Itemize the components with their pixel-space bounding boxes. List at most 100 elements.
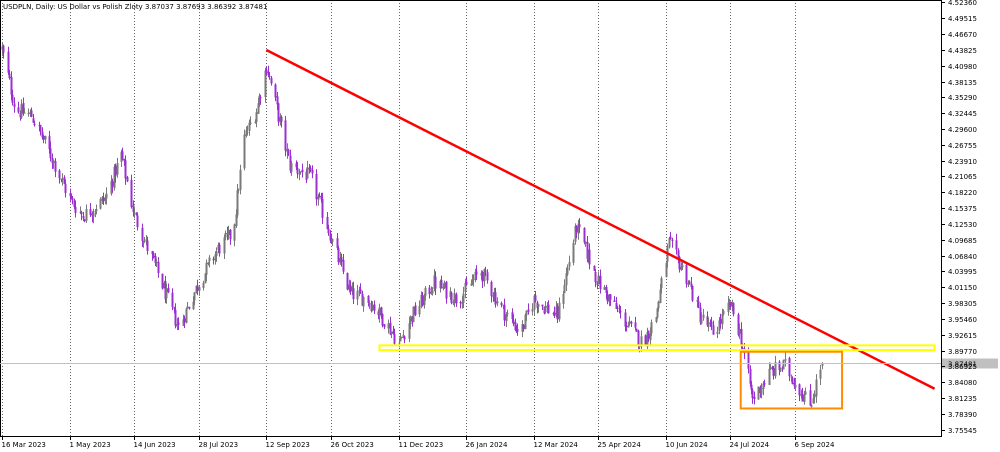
candle: [434, 271, 437, 296]
candle: [373, 300, 376, 314]
candle: [239, 164, 242, 195]
candle-body: [697, 301, 700, 308]
candle: [603, 285, 606, 291]
candle: [383, 324, 386, 330]
y-tick-label: 4.09685: [948, 237, 977, 245]
candle-body: [223, 237, 226, 254]
candle: [809, 383, 812, 407]
y-tick-label: 4.21065: [948, 173, 977, 181]
candle: [39, 124, 42, 136]
candle: [161, 273, 164, 290]
candle: [105, 187, 108, 205]
candle: [259, 94, 262, 105]
candle-body: [769, 367, 772, 370]
candle-body: [685, 264, 688, 284]
candle: [719, 313, 722, 329]
candle: [810, 404, 813, 408]
candle: [42, 134, 45, 144]
candle-body: [434, 276, 437, 289]
candle-body: [738, 328, 741, 334]
candle-body: [788, 357, 791, 377]
candle: [114, 163, 117, 183]
candle: [205, 259, 208, 282]
candle-body: [512, 320, 515, 324]
candle-body: [431, 290, 434, 294]
candle-body: [32, 118, 35, 123]
candle: [558, 297, 561, 322]
candle: [135, 212, 138, 216]
candle-body: [740, 328, 743, 347]
candle: [804, 387, 807, 395]
candle: [506, 309, 509, 317]
candle: [801, 387, 804, 402]
candle-body: [80, 211, 83, 215]
candle: [687, 280, 690, 287]
candle-body: [640, 336, 643, 347]
candle: [650, 319, 653, 337]
candle: [819, 364, 822, 386]
candle-body: [176, 324, 179, 328]
annotations[interactable]: [265, 48, 936, 410]
candle: [635, 328, 638, 333]
chart-header: USDPLN, Daily: US Dollar vs Polish Zloty…: [3, 3, 267, 11]
candle-body: [524, 314, 527, 330]
candle-body: [644, 335, 647, 346]
candle: [572, 239, 575, 266]
candle-body: [8, 73, 11, 79]
candle-body: [2, 45, 5, 53]
candle-body: [747, 352, 750, 369]
candle-body: [63, 177, 66, 184]
candle-body: [10, 77, 13, 95]
candle-body: [594, 271, 597, 283]
candle-body: [154, 255, 157, 263]
candle: [349, 280, 352, 295]
candle-body: [143, 240, 146, 242]
candle-body: [69, 192, 72, 197]
candle: [727, 296, 730, 316]
candle-body: [123, 158, 126, 162]
candle-body: [619, 311, 622, 313]
candle-body: [165, 288, 168, 299]
candle-body: [52, 160, 55, 163]
candle: [99, 197, 102, 210]
candle: [541, 304, 544, 310]
candle-body: [92, 212, 95, 217]
x-tick-label: 26 Jan 2024: [466, 441, 509, 449]
candle: [609, 293, 612, 306]
candle-body: [537, 304, 540, 307]
candle-body: [73, 200, 76, 208]
candle: [255, 108, 258, 128]
candle-body: [207, 262, 210, 265]
candle-body: [236, 190, 239, 216]
candle-body: [188, 307, 191, 309]
candle: [11, 89, 14, 106]
candle-body: [23, 112, 26, 114]
candle: [665, 262, 668, 278]
candle-body: [553, 312, 556, 317]
candle-body: [424, 287, 427, 296]
candle-body: [22, 102, 25, 114]
candle-body: [13, 103, 16, 107]
candle: [390, 331, 393, 338]
candle-body: [255, 112, 258, 122]
candle-body: [265, 69, 268, 73]
candle-body: [205, 263, 208, 275]
candle: [732, 302, 735, 317]
candle-body: [760, 388, 763, 395]
candle: [681, 261, 684, 271]
candle-body: [367, 295, 370, 303]
candle-body: [815, 379, 818, 397]
candle: [233, 223, 236, 247]
candle-body: [428, 287, 431, 295]
candle: [248, 119, 251, 136]
candle-body: [503, 304, 506, 321]
candle-body: [257, 103, 260, 114]
candle: [20, 99, 23, 119]
candle: [400, 336, 403, 339]
candle-body: [54, 161, 57, 172]
candle-body: [130, 179, 133, 207]
candle-body: [399, 336, 402, 342]
candle: [136, 212, 139, 231]
price-label: 3.87481: [948, 361, 977, 369]
